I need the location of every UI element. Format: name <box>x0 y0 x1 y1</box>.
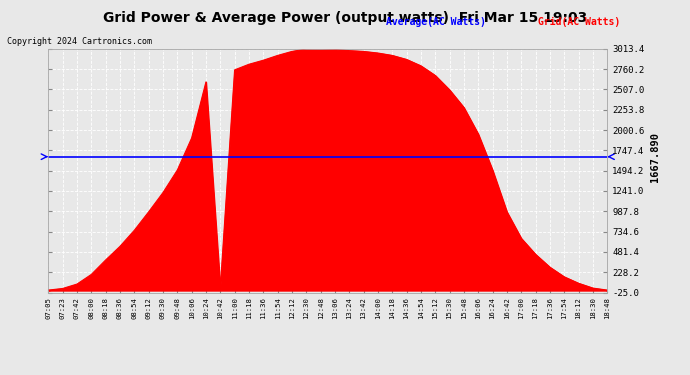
Text: Grid(AC Watts): Grid(AC Watts) <box>538 17 620 27</box>
Text: Grid Power & Average Power (output watts)  Fri Mar 15 19:03: Grid Power & Average Power (output watts… <box>103 11 587 25</box>
Text: Average(AC Watts): Average(AC Watts) <box>386 17 486 27</box>
Text: Copyright 2024 Cartronics.com: Copyright 2024 Cartronics.com <box>7 38 152 46</box>
Text: 1667.890: 1667.890 <box>650 132 660 182</box>
